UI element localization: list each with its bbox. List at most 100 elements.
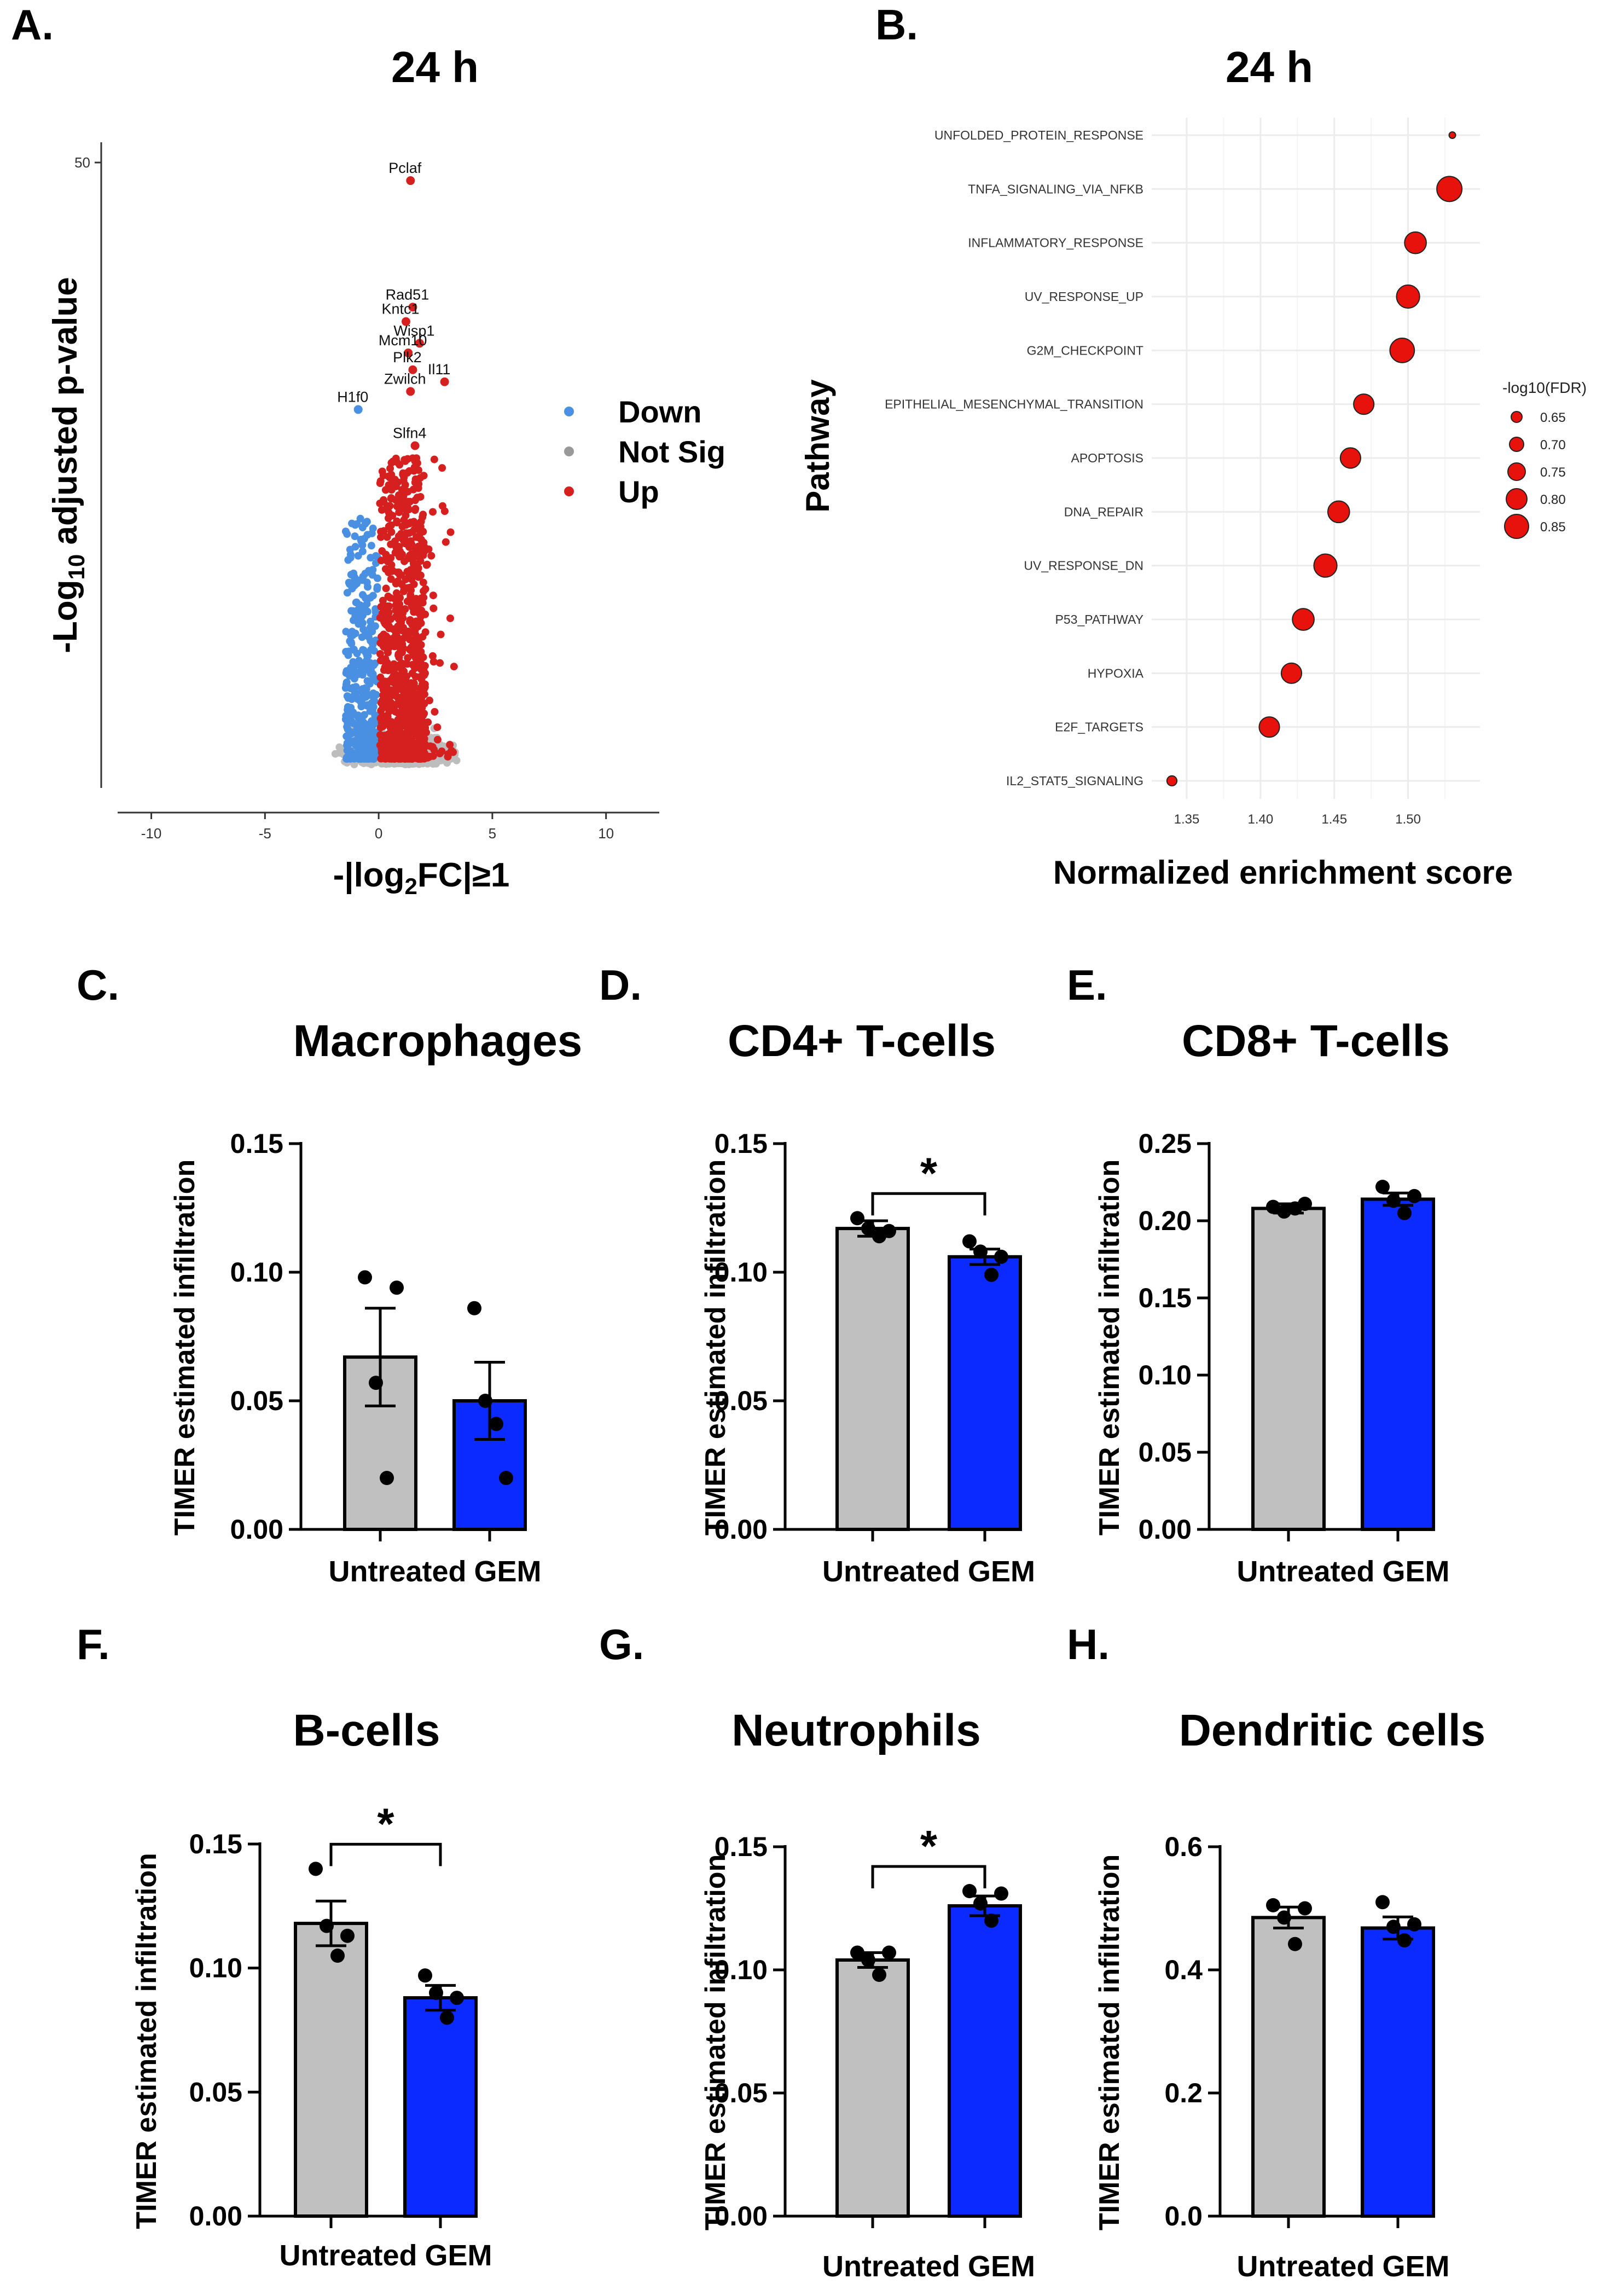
volcano-point-up bbox=[394, 650, 403, 658]
volcano-point-down bbox=[363, 518, 371, 526]
volcano-point-down bbox=[364, 731, 373, 739]
volcano-point-up bbox=[404, 455, 412, 463]
data-point bbox=[850, 1945, 864, 1960]
volcano-point-up bbox=[387, 554, 395, 562]
enrichment-pathway-label: UV_RESPONSE_DN bbox=[1024, 559, 1143, 573]
volcano-labeled-point bbox=[404, 348, 413, 357]
bar-chart-y-tick-label: 0.00 bbox=[230, 1514, 283, 1545]
bar-untreated bbox=[1251, 1916, 1326, 2218]
bar-chart-y-tick-label: 0.10 bbox=[230, 1257, 283, 1288]
volcano-point-down bbox=[373, 574, 381, 582]
volcano-point-up bbox=[392, 601, 400, 609]
data-point bbox=[882, 1945, 896, 1960]
volcano-point-notsig bbox=[331, 750, 339, 758]
data-point bbox=[358, 1270, 372, 1285]
volcano-point-up bbox=[419, 578, 427, 587]
volcano-point-down bbox=[347, 571, 355, 579]
volcano-point-up bbox=[422, 561, 431, 569]
volcano-point-up bbox=[403, 709, 411, 717]
volcano-point-up bbox=[406, 583, 414, 592]
volcano-point-up bbox=[436, 659, 444, 667]
volcano-labeled-point bbox=[408, 303, 417, 312]
volcano-y-ticks: 50 bbox=[74, 154, 101, 171]
enrichment-pathway-label: P53_PATHWAY bbox=[1055, 612, 1143, 627]
volcano-point-up bbox=[377, 602, 385, 611]
volcano-point-notsig bbox=[429, 760, 437, 768]
volcano-point-up bbox=[390, 725, 398, 733]
volcano-point-down bbox=[364, 583, 372, 591]
volcano-point-down bbox=[359, 572, 367, 581]
volcano-point-up bbox=[378, 506, 386, 514]
bar-chart-y-tick-label: 0.25 bbox=[1139, 1128, 1192, 1159]
volcano-labeled-point bbox=[440, 377, 449, 386]
enrichment-dots bbox=[1166, 131, 1463, 787]
volcano-point-down bbox=[368, 628, 376, 636]
volcano-point-up bbox=[376, 479, 384, 488]
volcano-point-up bbox=[411, 475, 420, 483]
volcano-point-down bbox=[347, 607, 356, 615]
neutrophils-bar-chart: Neutrophils TIMER estimated infiltration0… bbox=[700, 1706, 1035, 2283]
cd8-tcells-bar-chart: CD8+ T-cells TIMER estimated infiltration… bbox=[1094, 1016, 1450, 1588]
enrichment-y-axis-label: Pathway bbox=[799, 379, 836, 513]
volcano-labeled-point bbox=[406, 176, 415, 185]
data-point bbox=[499, 1471, 513, 1485]
volcano-point-up bbox=[414, 484, 422, 492]
enrichment-x-ticks: 1.35 1.40 1.45 1.50 bbox=[1174, 812, 1421, 827]
volcano-point-up bbox=[396, 723, 404, 731]
volcano-point-up bbox=[397, 491, 405, 499]
volcano-point-up bbox=[403, 469, 411, 477]
volcano-point-down bbox=[352, 751, 361, 759]
volcano-point-up bbox=[415, 534, 423, 542]
volcano-point-down bbox=[364, 744, 372, 752]
volcano-point-down bbox=[368, 724, 376, 732]
bar-chart-y-tick-label: 0.05 bbox=[715, 2078, 768, 2108]
volcano-point-up bbox=[415, 660, 423, 668]
bar-chart-category-labels: Untreated GEM bbox=[822, 2250, 1035, 2283]
data-point bbox=[330, 1949, 345, 1963]
volcano-point-up bbox=[387, 521, 396, 529]
volcano-point-up bbox=[412, 522, 420, 530]
volcano-point-down bbox=[351, 629, 359, 637]
bar-gem bbox=[948, 1255, 1022, 1531]
volcano-point-down bbox=[351, 532, 359, 541]
volcano-point-up bbox=[405, 519, 413, 527]
volcano-point-notsig bbox=[452, 756, 461, 764]
volcano-labeled-point bbox=[410, 441, 420, 450]
volcano-point-up bbox=[384, 720, 392, 728]
enrichment-x-axis-label: Normalized enrichment score bbox=[1053, 854, 1513, 891]
bar-chart-y-label: TIMER estimated infiltration bbox=[1094, 1854, 1125, 2231]
data-point bbox=[962, 1234, 977, 1249]
enrichment-pathway-label: E2F_TARGETS bbox=[1055, 720, 1143, 734]
volcano-point-up bbox=[401, 539, 409, 547]
data-point bbox=[418, 1968, 432, 1983]
volcano-point-down bbox=[343, 530, 351, 538]
volcano-point-up bbox=[380, 666, 388, 674]
volcano-point-up bbox=[407, 679, 415, 687]
volcano-point-up bbox=[402, 732, 410, 740]
volcano-point-up bbox=[417, 675, 426, 683]
volcano-point-down bbox=[346, 554, 355, 562]
category-label-untreated: Untreated bbox=[1236, 2250, 1374, 2283]
data-point bbox=[369, 1376, 383, 1390]
volcano-gene-label: Rad51 bbox=[386, 286, 429, 303]
volcano-point-down bbox=[344, 753, 352, 761]
data-point bbox=[1407, 1917, 1421, 1932]
enrichment-dot bbox=[1436, 176, 1463, 202]
volcano-point-up bbox=[422, 728, 431, 737]
volcano-point-up bbox=[383, 744, 391, 752]
volcano-point-up bbox=[400, 557, 409, 565]
legend-notsig-label: Not Sig bbox=[618, 434, 725, 469]
volcano-point-down bbox=[345, 578, 353, 587]
volcano-point-up bbox=[430, 745, 438, 753]
panel-letter-d: D. bbox=[599, 961, 642, 1009]
panel-letter-c: C. bbox=[77, 961, 119, 1009]
volcano-point-down bbox=[352, 599, 360, 607]
data-point bbox=[1298, 1196, 1312, 1211]
volcano-point-down bbox=[362, 693, 370, 701]
bar-chart-y-tick-label: 0.05 bbox=[715, 1385, 768, 1416]
data-point bbox=[340, 1928, 355, 1943]
enrichment-pathway-label: TNFA_SIGNALING_VIA_NFKB bbox=[968, 182, 1143, 196]
enrichment-legend-dot bbox=[1511, 411, 1523, 423]
volcano-point-down bbox=[349, 658, 357, 666]
bar-chart-y-label: TIMER estimated infiltration bbox=[131, 1853, 162, 2229]
